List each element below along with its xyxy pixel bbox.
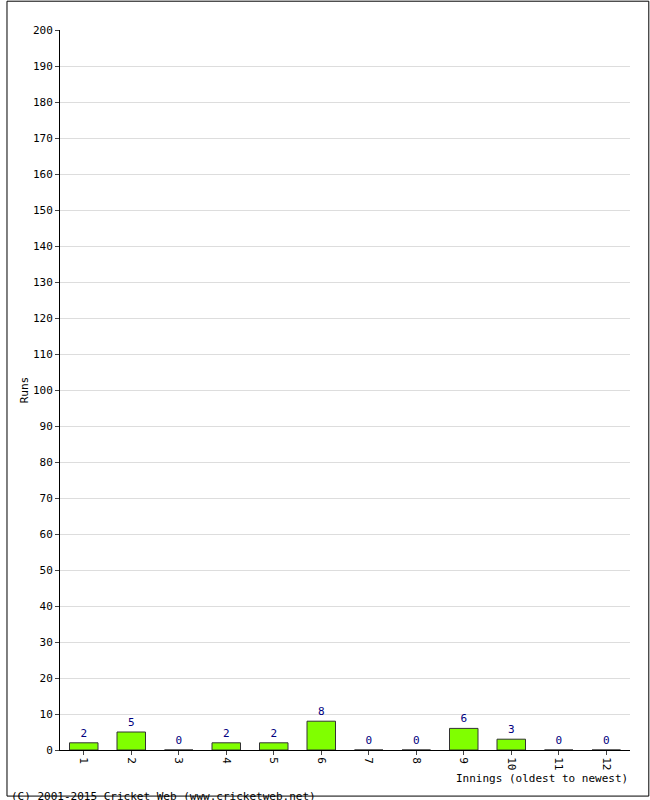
svg-text:120: 120 [33, 312, 53, 325]
svg-text:130: 130 [33, 276, 53, 289]
svg-text:(C) 2001-2015 Cricket Web (www: (C) 2001-2015 Cricket Web (www.cricketwe… [11, 790, 316, 800]
svg-text:12: 12 [600, 757, 613, 770]
svg-text:140: 140 [33, 240, 53, 253]
svg-text:150: 150 [33, 204, 53, 217]
svg-text:170: 170 [33, 132, 53, 145]
svg-text:50: 50 [40, 564, 53, 577]
svg-text:2: 2 [270, 727, 277, 740]
svg-text:0: 0 [603, 734, 610, 747]
svg-text:10: 10 [40, 708, 53, 721]
svg-text:60: 60 [40, 528, 53, 541]
svg-text:2: 2 [223, 727, 230, 740]
svg-text:40: 40 [40, 600, 53, 613]
svg-text:2: 2 [80, 727, 87, 740]
svg-text:80: 80 [40, 456, 53, 469]
svg-text:160: 160 [33, 168, 53, 181]
svg-text:5: 5 [267, 757, 280, 764]
svg-text:8: 8 [410, 757, 423, 764]
svg-text:110: 110 [33, 348, 53, 361]
svg-text:10: 10 [505, 757, 518, 770]
svg-text:180: 180 [33, 96, 53, 109]
svg-text:11: 11 [552, 757, 565, 770]
svg-text:0: 0 [46, 744, 53, 757]
svg-text:0: 0 [175, 734, 182, 747]
svg-text:7: 7 [362, 757, 375, 764]
svg-text:30: 30 [40, 636, 53, 649]
svg-text:2: 2 [125, 757, 138, 764]
svg-text:0: 0 [365, 734, 372, 747]
svg-text:90: 90 [40, 420, 53, 433]
svg-text:Runs: Runs [18, 377, 31, 404]
svg-text:3: 3 [508, 723, 515, 736]
svg-text:5: 5 [128, 716, 135, 729]
svg-text:0: 0 [555, 734, 562, 747]
svg-text:1: 1 [77, 757, 90, 764]
svg-text:20: 20 [40, 672, 53, 685]
svg-text:Innings (oldest to newest): Innings (oldest to newest) [456, 772, 628, 785]
svg-text:70: 70 [40, 492, 53, 505]
svg-text:200: 200 [33, 24, 53, 37]
svg-text:9: 9 [457, 757, 470, 764]
svg-text:6: 6 [460, 712, 467, 725]
svg-text:190: 190 [33, 60, 53, 73]
svg-text:3: 3 [172, 757, 185, 764]
svg-text:6: 6 [315, 757, 328, 764]
svg-text:8: 8 [318, 705, 325, 718]
svg-text:4: 4 [220, 757, 233, 764]
svg-text:0: 0 [413, 734, 420, 747]
svg-text:100: 100 [33, 384, 53, 397]
